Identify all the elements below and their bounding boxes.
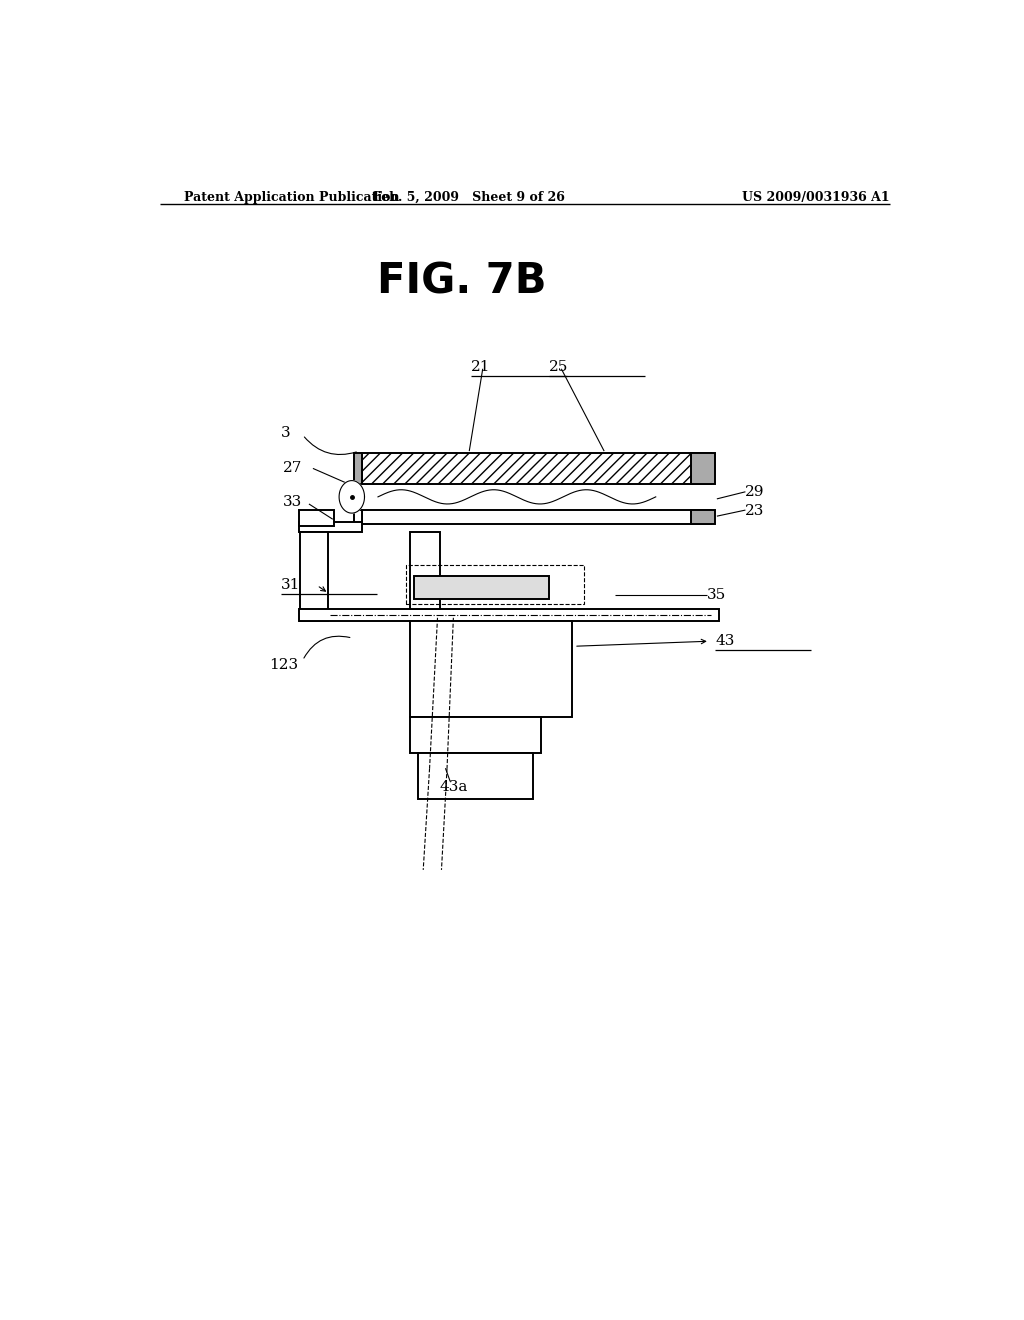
Bar (410, 620, 572, 718)
Bar (691, 453, 715, 483)
Text: FIG. 7B: FIG. 7B (377, 260, 546, 302)
Bar (354, 453, 362, 483)
Polygon shape (339, 480, 365, 513)
Text: Patent Application Publication: Patent Application Publication (183, 191, 399, 203)
Text: 27: 27 (283, 462, 302, 475)
Text: 25: 25 (549, 360, 568, 374)
Bar (299, 609, 719, 620)
Bar (354, 510, 362, 524)
Bar (418, 752, 532, 799)
Text: 33: 33 (283, 495, 302, 510)
Text: 29: 29 (745, 484, 765, 499)
Text: Feb. 5, 2009   Sheet 9 of 26: Feb. 5, 2009 Sheet 9 of 26 (374, 191, 565, 203)
Text: 23: 23 (745, 504, 765, 517)
Bar (300, 532, 328, 620)
Bar (691, 510, 715, 524)
Text: 123: 123 (269, 657, 298, 672)
Text: 31: 31 (282, 578, 300, 593)
Bar (410, 718, 541, 752)
Bar (406, 565, 585, 603)
Text: 21: 21 (471, 360, 490, 374)
Bar (362, 453, 712, 483)
Text: 35: 35 (708, 589, 727, 602)
Text: 43a: 43a (440, 780, 468, 793)
Text: 43: 43 (715, 634, 734, 648)
Bar (299, 523, 362, 532)
Text: US 2009/0031936 A1: US 2009/0031936 A1 (742, 191, 890, 203)
Bar (299, 510, 334, 527)
Bar (410, 532, 440, 609)
Text: 3: 3 (282, 426, 291, 440)
Bar (362, 510, 712, 524)
Bar (414, 576, 549, 598)
